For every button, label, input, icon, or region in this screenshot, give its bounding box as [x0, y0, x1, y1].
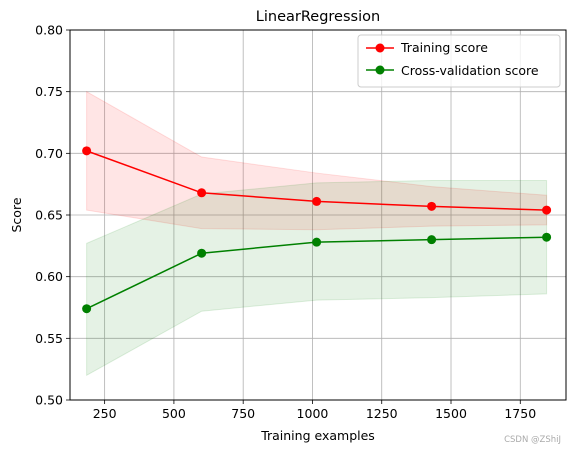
x-tick-label: 750	[231, 406, 255, 421]
band-series-1	[86, 179, 548, 377]
y-tick-label: 0.70	[35, 146, 63, 161]
y-tick-label: 0.50	[35, 393, 63, 408]
point-series-0	[82, 146, 92, 156]
y-tick-label: 0.75	[35, 84, 63, 99]
x-tick-label: 1000	[297, 406, 329, 421]
point-series-0	[312, 196, 322, 206]
legend-label-cv: Cross-validation score	[401, 63, 539, 78]
legend-box	[357, 34, 561, 88]
x-tick-label: 250	[93, 406, 117, 421]
y-tick-label: 0.80	[35, 23, 63, 38]
x-tick-label: 1500	[435, 406, 467, 421]
legend-label-training: Training score	[400, 40, 488, 55]
watermark: CSDN @ZShiJ	[504, 435, 561, 445]
point-series-0	[542, 205, 552, 215]
series-points	[82, 146, 552, 314]
point-series-0	[427, 201, 437, 211]
confidence-bands	[86, 90, 548, 377]
point-series-1	[312, 237, 322, 247]
point-series-1	[82, 304, 92, 314]
y-tick-label: 0.60	[35, 269, 63, 284]
point-series-1	[427, 235, 437, 245]
y-axis-label: Score	[9, 197, 24, 232]
y-tick-label: 0.55	[35, 331, 63, 346]
y-tick-label: 0.65	[35, 208, 63, 223]
point-series-1	[197, 248, 207, 258]
legend-marker-training	[375, 43, 385, 53]
x-axis-ticks: 250 500 750 1000 1250 1500 1750	[93, 400, 536, 421]
chart-title: LinearRegression	[256, 9, 380, 25]
x-tick-label: 500	[162, 406, 186, 421]
x-axis-label: Training examples	[260, 428, 375, 443]
point-series-0	[197, 188, 207, 198]
legend-marker-cv	[375, 65, 385, 75]
legend: Training score Cross-validation score	[357, 34, 561, 88]
point-series-1	[542, 232, 552, 242]
x-tick-label: 1750	[504, 406, 536, 421]
y-axis-ticks: 0.50 0.55 0.60 0.65 0.70 0.75 0.80	[35, 23, 70, 408]
x-tick-label: 1250	[366, 406, 398, 421]
